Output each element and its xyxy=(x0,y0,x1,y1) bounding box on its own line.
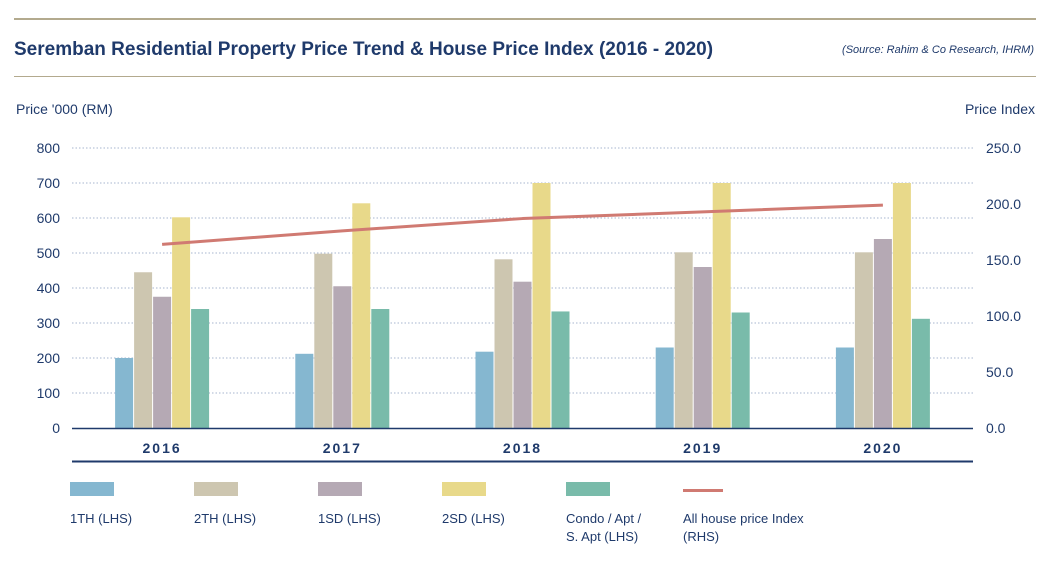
legend-label-1: 2TH (LHS) xyxy=(194,511,257,526)
bar-2016-2 xyxy=(153,296,172,428)
y-axis-title-right: Price Index xyxy=(964,101,1035,117)
y-tick-left-100: 100 xyxy=(37,385,61,401)
bar-2017-2 xyxy=(333,286,352,428)
legend-swatch-1 xyxy=(194,482,238,496)
legend-swatch-4 xyxy=(566,482,610,496)
x-tick-2016: 2016 xyxy=(143,440,182,456)
bar-2019-0 xyxy=(655,347,674,428)
legend-label-2: 1SD (LHS) xyxy=(318,511,381,526)
y-tick-right-100.0: 100.0 xyxy=(986,308,1021,324)
x-tick-2017: 2017 xyxy=(323,440,362,456)
category-labels: 2016 2017 2018 2019 2020 xyxy=(143,440,902,456)
bar-2017-0 xyxy=(295,353,314,428)
y-tick-left-500: 500 xyxy=(37,245,61,261)
bar-2020-3 xyxy=(892,183,911,428)
y-tick-right-0.0: 0.0 xyxy=(986,420,1006,436)
y-tick-right-150.0: 150.0 xyxy=(986,252,1021,268)
bar-2019-1 xyxy=(674,252,693,428)
bar-2017-3 xyxy=(352,203,371,428)
index-line xyxy=(161,203,883,246)
y-tick-left-600: 600 xyxy=(37,210,61,226)
legend-label-3: 2SD (LHS) xyxy=(442,511,505,526)
y-tick-left-300: 300 xyxy=(37,315,61,331)
y-tick-left-0: 0 xyxy=(52,420,60,436)
bar-2016-4 xyxy=(191,309,210,428)
bar-2016-3 xyxy=(172,217,191,428)
bar-2019-4 xyxy=(731,312,750,428)
bar-2018-1 xyxy=(494,259,513,428)
y-tick-right-200.0: 200.0 xyxy=(986,196,1021,212)
bar-2020-2 xyxy=(873,239,892,428)
legend-label-4: Condo / Apt / S. Apt (LHS) xyxy=(566,511,642,544)
bar-2018-2 xyxy=(513,281,532,428)
bar-2018-3 xyxy=(532,183,551,428)
bar-2020-1 xyxy=(854,252,873,428)
y-ticks-left: 0 100 200 300 400 500 600 700 800 xyxy=(37,140,61,436)
y-tick-left-200: 200 xyxy=(37,350,61,366)
bar-2016-1 xyxy=(134,272,153,428)
x-tick-2019: 2019 xyxy=(683,440,722,456)
bar-2017-1 xyxy=(314,253,333,428)
y-ticks-right: 0.0 50.0 100.0 150.0 200.0 250.0 xyxy=(986,140,1021,436)
bar-2019-2 xyxy=(693,267,712,428)
bar-2019-3 xyxy=(712,183,731,428)
x-tick-2020: 2020 xyxy=(863,440,902,456)
title-rule xyxy=(14,76,1036,77)
bar-2016-0 xyxy=(115,358,134,428)
bar-2020-4 xyxy=(911,318,930,428)
legend-swatch-2 xyxy=(318,482,362,496)
y-tick-right-50.0: 50.0 xyxy=(986,364,1013,380)
legend: 1TH (LHS) 2TH (LHS) 1SD (LHS) 2SD (LHS) Cond… xyxy=(0,482,1056,562)
x-tick-2018: 2018 xyxy=(503,440,542,456)
legend-label-5: All house price Index (RHS) xyxy=(683,511,804,544)
y-tick-right-250.0: 250.0 xyxy=(986,140,1021,156)
legend-swatch-5 xyxy=(683,489,723,492)
bars xyxy=(115,183,930,428)
y-axis-title-left: Price '000 (RM) xyxy=(16,101,113,117)
legend-swatch-3 xyxy=(442,482,486,496)
y-tick-left-800: 800 xyxy=(37,140,61,156)
top-rule xyxy=(14,18,1036,20)
legend-swatch-0 xyxy=(70,482,114,496)
y-tick-left-400: 400 xyxy=(37,280,61,296)
bar-2020-0 xyxy=(835,347,854,428)
chart-source: (Source: Rahim & Co Research, IHRM) xyxy=(842,44,1034,56)
bar-2018-4 xyxy=(551,311,570,428)
bar-2017-4 xyxy=(371,309,390,428)
legend-label-0: 1TH (LHS) xyxy=(70,511,133,526)
y-tick-left-700: 700 xyxy=(37,175,61,191)
chart-title: Seremban Residential Property Price Tren… xyxy=(14,39,714,60)
bar-2018-0 xyxy=(475,351,494,428)
line-series-0 xyxy=(161,203,883,246)
